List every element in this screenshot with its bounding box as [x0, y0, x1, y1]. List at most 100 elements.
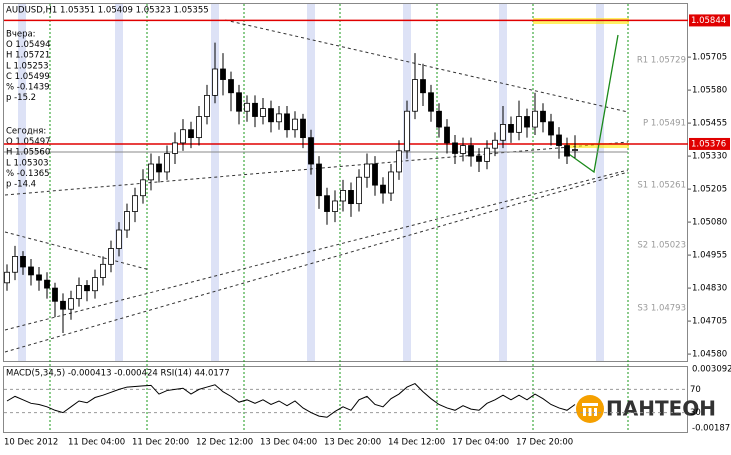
candle-body [52, 287, 58, 302]
candle-body [4, 271, 10, 284]
indicator-panel [3, 366, 688, 433]
y-tick-label: 1.05330 [692, 152, 727, 162]
x-tick-label: 11 Dec 04:00 [68, 438, 125, 448]
x-tick-label: 17 Dec 20:00 [516, 438, 573, 448]
info-line: L 1.05253 [6, 61, 49, 71]
y-tick-label: 1.04705 [692, 317, 727, 327]
price-label: 1.05844 [691, 16, 726, 26]
candle-body [180, 129, 186, 144]
x-tick-label: 10 Dec 2012 [4, 438, 58, 448]
rsi-line [6, 383, 576, 418]
candle-body [148, 163, 154, 181]
candle-body [564, 145, 570, 157]
info-line: p -15.2 [6, 93, 36, 103]
candle-body [20, 256, 26, 268]
candle-body [420, 79, 426, 94]
pivot-label: S1 1.05261 [637, 181, 686, 191]
candle-body [524, 116, 530, 128]
info-line: C 1.05499 [6, 72, 50, 82]
candle-body [508, 124, 514, 133]
logo: ПАНТЕОН [576, 395, 716, 423]
candle-body [492, 139, 498, 149]
candle-body [364, 163, 370, 178]
candle-body [460, 145, 466, 154]
candle-body [252, 102, 258, 117]
pivot-labels: R1 1.05729 P 1.05491 S1 1.05261 S2 1.05023 S… [637, 56, 686, 314]
y-tick-label: 1.04955 [692, 251, 727, 261]
pivot-label: R1 1.05729 [637, 56, 686, 66]
info-line: Вчера: [6, 30, 36, 40]
candle-body [68, 298, 74, 310]
forecast-line [565, 34, 619, 174]
candle-body [204, 94, 210, 117]
candle-body [300, 118, 306, 139]
candle-body [556, 134, 562, 146]
candle-body [164, 153, 170, 173]
logo-text: ПАНТЕОН [606, 397, 716, 421]
candle-body [60, 300, 66, 310]
candle-body [340, 190, 346, 202]
x-tick-label: 17 Dec 04:00 [452, 438, 509, 448]
candle-body [28, 266, 34, 276]
candle-body [356, 176, 362, 205]
price-label-box [689, 137, 730, 150]
y-tick-label: 1.05705 [692, 53, 727, 63]
candle-body [156, 163, 162, 173]
candle-body [12, 256, 18, 273]
x-tick-label: 13 Dec 20:00 [324, 438, 381, 448]
candle-body [388, 171, 394, 194]
info-line: % -0.1439 [6, 83, 50, 93]
x-tick-label: 11 Dec 20:00 [132, 438, 189, 448]
chart-title: AUDUSD,H1 1.05351 1.05409 1.05323 1.0535… [6, 6, 209, 16]
y-tick-label: 1.05080 [692, 218, 727, 228]
candle-body [284, 113, 290, 131]
candle-body [316, 163, 322, 197]
info-line: p -14.4 [6, 180, 36, 190]
candle-body [484, 147, 490, 162]
macd-bottom: -0.00187 [692, 424, 730, 434]
info-line: O 1.05494 [6, 40, 51, 50]
x-tick-label: 12 Dec 12:00 [196, 438, 253, 448]
x-tick-label: 13 Dec 04:00 [260, 438, 317, 448]
candle-body [292, 118, 298, 131]
candle-body [108, 248, 114, 265]
candle-body [196, 116, 202, 139]
candle-body [228, 79, 234, 94]
candle-body [396, 150, 402, 173]
x-tick-label: 14 Dec 12:00 [388, 438, 445, 448]
candle-body [380, 184, 386, 194]
info-line: H 1.05721 [6, 51, 50, 61]
candle-body [540, 110, 546, 123]
info-line: Сегодня: [6, 127, 46, 137]
candle-body [404, 110, 410, 152]
y-tick-label: 1.05205 [692, 185, 727, 195]
candle-body [92, 277, 98, 292]
candle-body [260, 108, 266, 117]
info-line: % -0.1365 [6, 169, 50, 179]
session-bands [18, 4, 604, 361]
candle-body [44, 279, 50, 289]
day-separators [49, 4, 629, 432]
candle-body [84, 285, 90, 292]
y-tick-label: 1.04580 [692, 350, 727, 360]
info-line: H 1.05560 [6, 148, 50, 158]
candle-body [172, 142, 178, 154]
candle-body [36, 274, 42, 281]
candle-body [124, 211, 130, 231]
price-label-box [689, 14, 730, 27]
rsi-level-label: 70 [690, 385, 701, 395]
candle-body [76, 285, 82, 300]
y-tick-label: 1.05580 [692, 86, 727, 96]
candle-body [236, 92, 242, 112]
candle-body [212, 68, 218, 96]
candle-body [428, 92, 434, 112]
candle-body [548, 121, 554, 136]
main-panel [3, 3, 688, 362]
candle-body [436, 110, 442, 128]
candle-body [116, 229, 122, 249]
candle-body [372, 163, 378, 186]
candle-body [532, 110, 538, 128]
candle-body [132, 195, 138, 212]
